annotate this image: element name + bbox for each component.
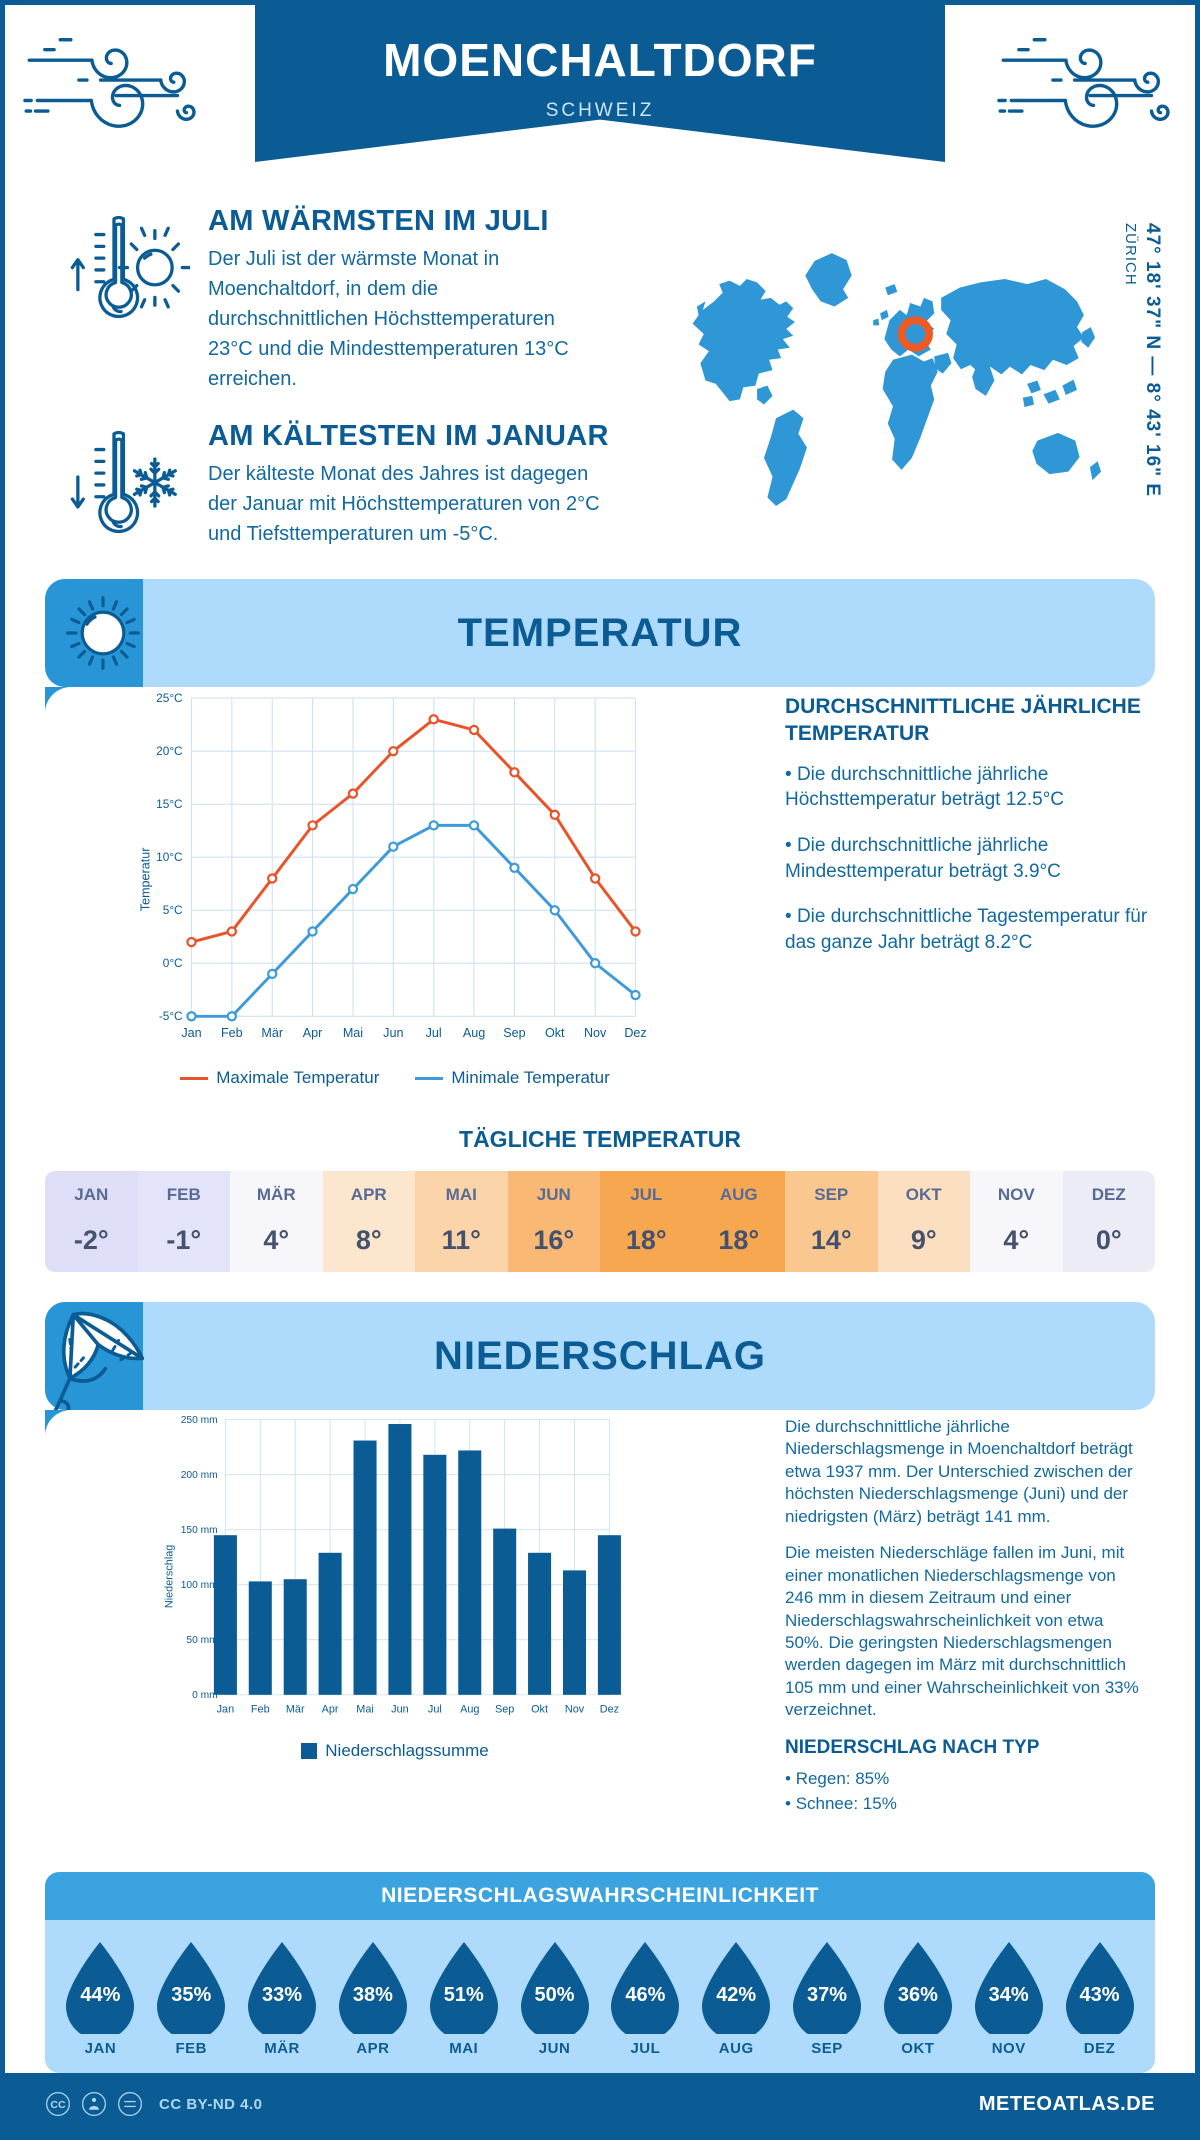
svg-text:200 mm: 200 mm [181, 1470, 218, 1481]
svg-text:Mai: Mai [343, 1026, 363, 1040]
svg-text:50 mm: 50 mm [186, 1635, 217, 1646]
svg-text:5°C: 5°C [163, 903, 183, 917]
svg-text:Aug: Aug [463, 1026, 485, 1040]
svg-text:Sep: Sep [495, 1704, 514, 1716]
svg-text:Temperatur: Temperatur [138, 848, 152, 912]
svg-text:Okt: Okt [531, 1704, 548, 1716]
svg-text:Dez: Dez [624, 1026, 646, 1040]
svg-text:Nov: Nov [565, 1704, 585, 1716]
svg-text:15°C: 15°C [156, 797, 183, 811]
svg-text:Mär: Mär [286, 1704, 305, 1716]
svg-text:Feb: Feb [221, 1026, 243, 1040]
svg-text:Okt: Okt [545, 1026, 565, 1040]
svg-text:Sep: Sep [503, 1026, 525, 1040]
svg-text:100 mm: 100 mm [181, 1580, 218, 1591]
svg-text:Jul: Jul [428, 1704, 442, 1716]
svg-text:Jun: Jun [391, 1704, 409, 1716]
svg-text:20°C: 20°C [156, 744, 183, 758]
svg-text:Niederschlag: Niederschlag [163, 1545, 175, 1608]
svg-text:Dez: Dez [600, 1704, 619, 1716]
svg-text:Jun: Jun [383, 1026, 403, 1040]
svg-text:Feb: Feb [251, 1704, 270, 1716]
svg-text:Apr: Apr [322, 1704, 339, 1716]
svg-text:0°C: 0°C [163, 956, 183, 970]
svg-text:Aug: Aug [460, 1704, 479, 1716]
svg-text:250 mm: 250 mm [181, 1415, 218, 1426]
svg-text:Mai: Mai [356, 1704, 374, 1716]
svg-text:Apr: Apr [303, 1026, 323, 1040]
svg-text:Jan: Jan [217, 1704, 235, 1716]
svg-text:150 mm: 150 mm [181, 1525, 218, 1536]
svg-text:10°C: 10°C [156, 850, 183, 864]
svg-text:25°C: 25°C [156, 691, 183, 705]
svg-text:Nov: Nov [584, 1026, 607, 1040]
svg-text:Jan: Jan [181, 1026, 201, 1040]
svg-text:Mär: Mär [261, 1026, 283, 1040]
svg-text:Jul: Jul [426, 1026, 442, 1040]
svg-text:-5°C: -5°C [159, 1009, 183, 1023]
svg-text:CC: CC [50, 2099, 66, 2111]
